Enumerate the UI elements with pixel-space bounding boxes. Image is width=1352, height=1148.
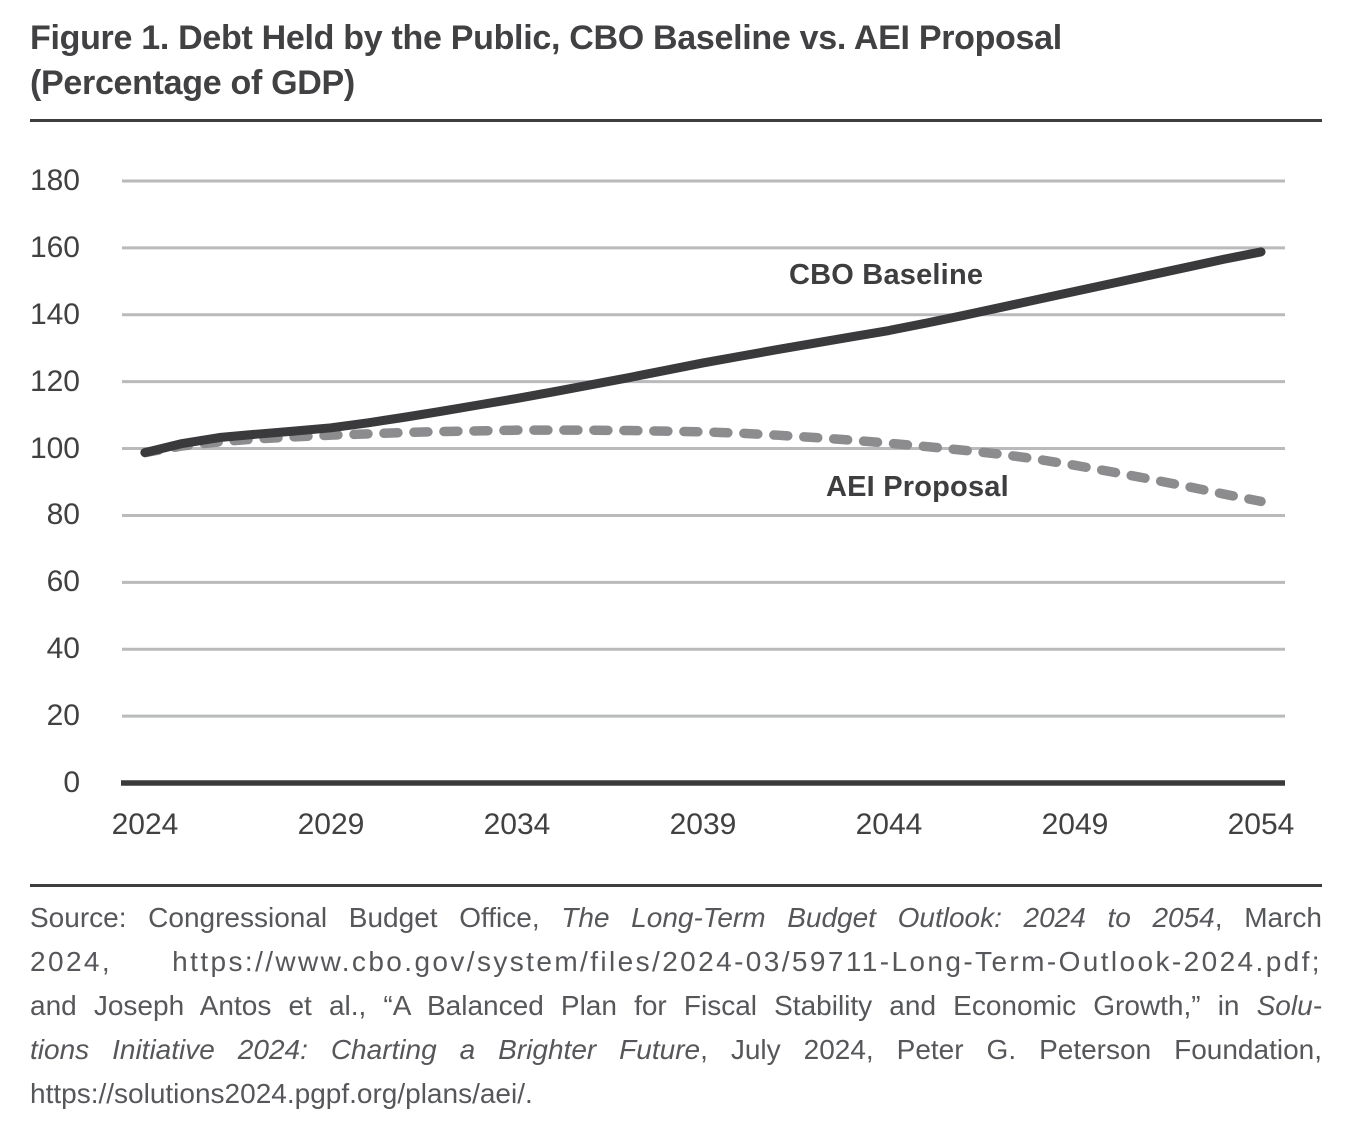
- figure-title-line-2: (Percentage of GDP): [30, 64, 355, 102]
- x-tick-label: 2049: [1041, 808, 1109, 841]
- source-line: tions Initiative 2024: Charting a Bright…: [30, 1028, 1322, 1072]
- source-line: Source: Congressional Budget Office, The…: [30, 896, 1322, 940]
- source-text-italic: Solu-: [1256, 990, 1322, 1021]
- source-text: 2024, https://www.cbo.gov/system/files/2…: [30, 946, 1322, 977]
- y-tick-label: 140: [29, 297, 80, 331]
- x-tick-label: 2024: [111, 808, 179, 841]
- source-text: , July 2024, Peter G. Peterson Foundatio…: [700, 1034, 1322, 1065]
- cbo-baseline-label: CBO Baseline: [789, 259, 984, 291]
- figure-title: Figure 1. Debt Held by the Public, CBO B…: [30, 16, 1330, 106]
- source-line: https://solutions2024.pgpf.org/plans/aei…: [30, 1072, 1322, 1116]
- source-text: https://solutions2024.pgpf.org/plans/aei…: [30, 1078, 533, 1109]
- x-tick-label: 2044: [855, 808, 923, 841]
- source-text: , March: [1214, 902, 1322, 933]
- y-tick-label: 160: [29, 230, 80, 264]
- source-text: and Joseph Antos et al., “A Balanced Pla…: [30, 990, 1257, 1021]
- source-text-italic: tions Initiative 2024: Charting a Bright…: [30, 1034, 701, 1065]
- x-tick-label: 2034: [483, 808, 551, 841]
- x-tick-label: 2029: [297, 808, 365, 841]
- source-note: Source: Congressional Budget Office, The…: [30, 896, 1322, 1116]
- y-tick-label: 120: [29, 364, 80, 398]
- aei-proposal-line: [140, 425, 1266, 507]
- y-tick-label: 80: [46, 498, 80, 532]
- source-line: 2024, https://www.cbo.gov/system/files/2…: [30, 940, 1322, 984]
- chart-canvas: [121, 179, 1285, 786]
- source-text-italic: The Long-Term Budget Outlook: 2024 to 20…: [561, 902, 1215, 933]
- y-tick-label: 180: [29, 164, 80, 197]
- source-divider: [30, 884, 1322, 887]
- y-tick-label: 20: [46, 699, 80, 733]
- y-tick-label: 100: [29, 431, 80, 465]
- y-tick-label: 60: [46, 565, 80, 599]
- y-tick-label: 40: [46, 632, 80, 666]
- figure-title-line-1: Figure 1. Debt Held by the Public, CBO B…: [30, 19, 1062, 57]
- gridlines: [122, 179, 1285, 718]
- cbo-baseline-line: [140, 247, 1266, 458]
- debt-line-chart: 0 20 40 60 80 100 120 140 160 180 2024 2029 2034 203…: [0, 140, 1352, 870]
- x-tick-label: 2054: [1227, 808, 1295, 841]
- aei-proposal-label: AEI Proposal: [826, 471, 1009, 503]
- source-text: Source: Congressional Budget Office,: [30, 902, 562, 933]
- title-divider: [30, 119, 1322, 122]
- source-line: and Joseph Antos et al., “A Balanced Pla…: [30, 984, 1322, 1028]
- x-tick-label: 2039: [669, 808, 737, 841]
- y-tick-label: 0: [63, 766, 80, 799]
